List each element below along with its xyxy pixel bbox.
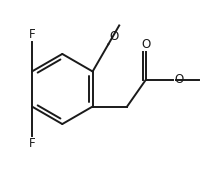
Text: F: F [29, 28, 35, 41]
Text: O: O [174, 73, 184, 86]
Text: F: F [29, 137, 35, 150]
Text: O: O [109, 30, 119, 43]
Text: O: O [141, 38, 151, 51]
